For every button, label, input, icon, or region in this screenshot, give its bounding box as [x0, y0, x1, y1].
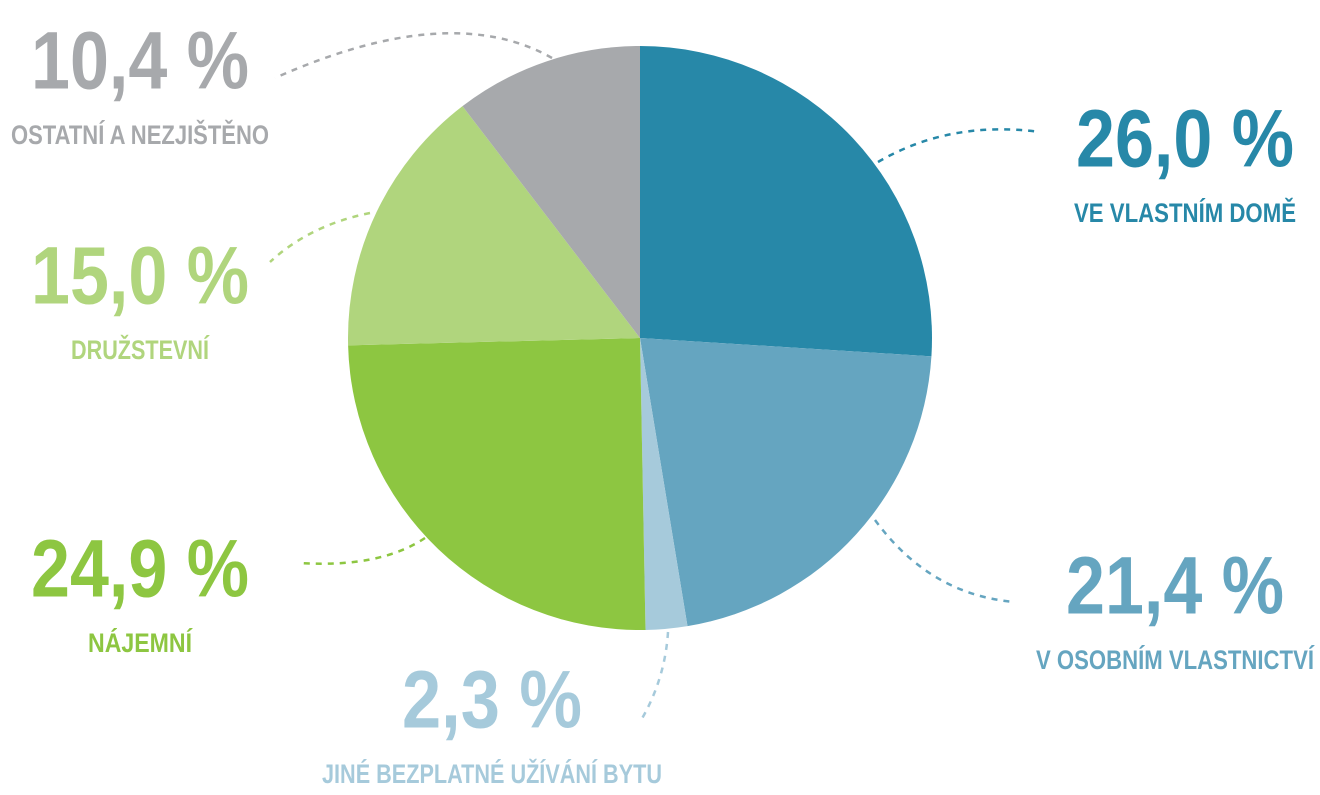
category-label: NÁJEMNÍ: [88, 627, 193, 658]
pie-slice: [462, 46, 640, 338]
category-label: DRUŽSTEVNÍ: [71, 334, 210, 365]
connector: [873, 519, 1016, 604]
pie-slice: [348, 338, 646, 630]
pie-slice: [348, 106, 640, 346]
connector: [638, 631, 670, 723]
value-label: 10,4 %: [31, 16, 249, 107]
category-label: OSTATNÍ A NEZJIŠTĚNO: [11, 119, 269, 150]
connector: [274, 32, 553, 80]
connector: [269, 211, 371, 263]
pie-slice: [640, 338, 932, 627]
pie-slice: [640, 46, 933, 357]
value-label: 24,9 %: [31, 524, 249, 615]
category-label: JINÉ BEZPLATNÉ UŽÍVÁNÍ BYTU: [322, 758, 662, 789]
category-label: VE VLASTNÍM DOMĚ: [1074, 197, 1296, 228]
pie-slice: [640, 338, 688, 630]
value-label: 2,3 %: [402, 655, 582, 746]
category-label: V OSOBNÍM VLASTNICTVÍ: [1036, 644, 1315, 675]
value-label: 26,0 %: [1076, 94, 1294, 185]
connector: [299, 536, 426, 565]
value-label: 15,0 %: [31, 231, 249, 322]
connector: [877, 128, 1041, 164]
value-label: 21,4 %: [1066, 541, 1284, 632]
